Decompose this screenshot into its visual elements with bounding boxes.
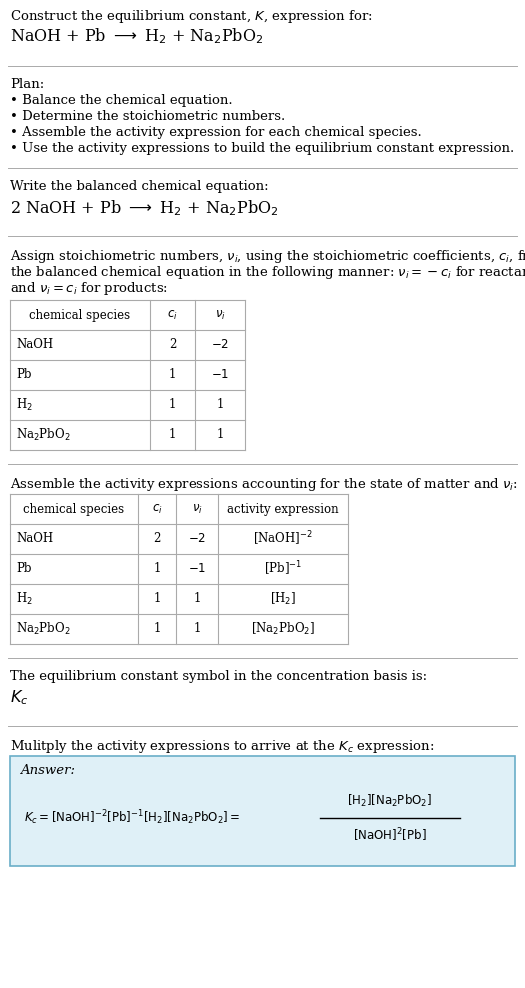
Text: 1: 1 — [193, 622, 201, 635]
Text: NaOH: NaOH — [16, 339, 53, 352]
Text: • Assemble the activity expression for each chemical species.: • Assemble the activity expression for e… — [10, 126, 422, 139]
Text: Pb: Pb — [16, 369, 32, 381]
Text: $\nu_i$: $\nu_i$ — [215, 308, 225, 321]
Text: NaOH + Pb $\longrightarrow$ H$_2$ + Na$_2$PbO$_2$: NaOH + Pb $\longrightarrow$ H$_2$ + Na$_… — [10, 26, 264, 45]
Text: $-1$: $-1$ — [211, 369, 229, 381]
Text: $[\mathrm{NaOH}]^2[\mathrm{Pb}]$: $[\mathrm{NaOH}]^2[\mathrm{Pb}]$ — [353, 826, 427, 844]
Text: 1: 1 — [153, 622, 161, 635]
Text: the balanced chemical equation in the following manner: $\nu_i = -c_i$ for react: the balanced chemical equation in the fo… — [10, 264, 525, 281]
Text: 1: 1 — [169, 429, 176, 442]
Text: 1: 1 — [153, 593, 161, 606]
Text: chemical species: chemical species — [24, 503, 124, 516]
Text: $\nu_i$: $\nu_i$ — [192, 503, 203, 516]
Text: • Determine the stoichiometric numbers.: • Determine the stoichiometric numbers. — [10, 110, 285, 123]
Text: Plan:: Plan: — [10, 78, 44, 91]
Text: 2 NaOH + Pb $\longrightarrow$ H$_2$ + Na$_2$PbO$_2$: 2 NaOH + Pb $\longrightarrow$ H$_2$ + Na… — [10, 198, 279, 217]
Text: H$_2$: H$_2$ — [16, 591, 33, 607]
Text: [Na$_2$PbO$_2$]: [Na$_2$PbO$_2$] — [251, 620, 315, 637]
Text: Mulitply the activity expressions to arrive at the $K_c$ expression:: Mulitply the activity expressions to arr… — [10, 738, 434, 755]
Text: • Use the activity expressions to build the equilibrium constant expression.: • Use the activity expressions to build … — [10, 142, 514, 155]
Text: Assemble the activity expressions accounting for the state of matter and $\nu_i$: Assemble the activity expressions accoun… — [10, 476, 518, 493]
Text: Construct the equilibrium constant, $K$, expression for:: Construct the equilibrium constant, $K$,… — [10, 8, 373, 25]
Text: and $\nu_i = c_i$ for products:: and $\nu_i = c_i$ for products: — [10, 280, 168, 297]
Text: $K_c$: $K_c$ — [10, 688, 28, 706]
Text: 1: 1 — [193, 593, 201, 606]
Text: $[\mathrm{H_2}][\mathrm{Na_2PbO_2}]$: $[\mathrm{H_2}][\mathrm{Na_2PbO_2}]$ — [348, 793, 433, 809]
Text: 2: 2 — [169, 339, 176, 352]
Text: 1: 1 — [169, 369, 176, 381]
FancyBboxPatch shape — [10, 756, 515, 866]
Text: chemical species: chemical species — [29, 308, 131, 321]
Text: Na$_2$PbO$_2$: Na$_2$PbO$_2$ — [16, 427, 71, 443]
Text: Pb: Pb — [16, 562, 32, 575]
Text: $-2$: $-2$ — [211, 339, 229, 352]
Text: [Pb]$^{-1}$: [Pb]$^{-1}$ — [264, 560, 302, 578]
Text: • Balance the chemical equation.: • Balance the chemical equation. — [10, 94, 233, 107]
Text: Assign stoichiometric numbers, $\nu_i$, using the stoichiometric coefficients, $: Assign stoichiometric numbers, $\nu_i$, … — [10, 248, 525, 265]
Bar — [10, 300, 245, 450]
Text: 1: 1 — [153, 562, 161, 575]
Text: Write the balanced chemical equation:: Write the balanced chemical equation: — [10, 180, 269, 193]
Text: Answer:: Answer: — [20, 764, 75, 777]
Bar — [10, 494, 348, 644]
Text: 2: 2 — [153, 533, 161, 545]
Text: $-1$: $-1$ — [188, 562, 206, 575]
Text: The equilibrium constant symbol in the concentration basis is:: The equilibrium constant symbol in the c… — [10, 670, 427, 683]
Text: $K_c = [\mathrm{NaOH}]^{-2}[\mathrm{Pb}]^{-1}[\mathrm{H_2}][\mathrm{Na_2PbO_2}] : $K_c = [\mathrm{NaOH}]^{-2}[\mathrm{Pb}]… — [24, 808, 240, 827]
Text: 1: 1 — [216, 398, 224, 411]
Text: H$_2$: H$_2$ — [16, 397, 33, 413]
Text: $-2$: $-2$ — [188, 533, 206, 545]
Text: [H$_2$]: [H$_2$] — [270, 591, 296, 607]
Text: 1: 1 — [169, 398, 176, 411]
Text: [NaOH]$^{-2}$: [NaOH]$^{-2}$ — [253, 530, 313, 548]
Text: $c_i$: $c_i$ — [167, 308, 178, 321]
Text: NaOH: NaOH — [16, 533, 53, 545]
Text: activity expression: activity expression — [227, 503, 339, 516]
Text: Na$_2$PbO$_2$: Na$_2$PbO$_2$ — [16, 620, 71, 637]
Text: $c_i$: $c_i$ — [152, 503, 162, 516]
Text: 1: 1 — [216, 429, 224, 442]
